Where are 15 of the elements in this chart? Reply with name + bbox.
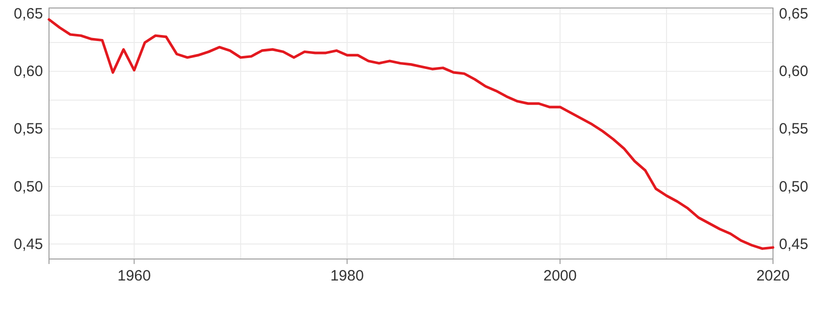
x-tick-label: 2020 (756, 268, 790, 285)
y-tick-label: 0,65 (14, 6, 43, 23)
y2-tick-label: 0,55 (779, 120, 808, 138)
x-tick-label: 1960 (117, 268, 151, 285)
line-series (48, 18, 774, 250)
y-tick-label: 0,45 (14, 236, 43, 253)
x-tick-label: 2000 (543, 268, 577, 285)
y-tick-label: 0,50 (14, 178, 43, 196)
y2-tick-label: 0,60 (779, 63, 808, 80)
y2-tick-label: 0,50 (779, 178, 808, 196)
y-tick-label: 0,55 (14, 120, 43, 138)
x-tick-label: 1980 (330, 268, 364, 285)
y-tick-label: 0,60 (14, 63, 43, 80)
y2-tick-label: 0,45 (779, 236, 808, 253)
y2-tick-label: 0,65 (779, 6, 808, 23)
